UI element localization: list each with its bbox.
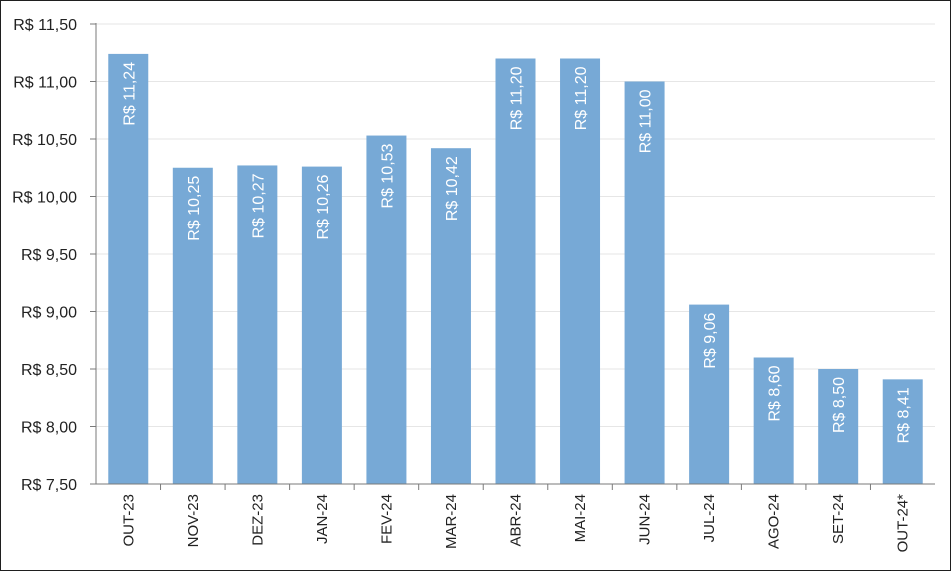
bar <box>689 304 730 484</box>
bar <box>301 166 342 484</box>
x-tick-label: FEV-24 <box>378 494 395 544</box>
bar <box>753 357 794 484</box>
data-label: R$ 10,42 <box>444 156 461 221</box>
data-label: R$ 10,27 <box>250 173 267 238</box>
data-label: R$ 11,00 <box>638 89 655 153</box>
x-tick-label: JAN-24 <box>314 494 331 544</box>
bar <box>882 379 923 484</box>
data-label: R$ 11,24 <box>121 62 138 126</box>
x-tick-label: DEZ-23 <box>249 494 266 546</box>
data-label: R$ 8,50 <box>831 377 848 433</box>
data-label: R$ 11,20 <box>573 66 590 130</box>
x-tick-label: SET-24 <box>830 494 847 544</box>
x-tick-label: NOV-23 <box>185 494 202 547</box>
data-label: R$ 10,25 <box>186 176 203 241</box>
y-tick-label: R$ 11,50 <box>13 17 77 34</box>
data-label: R$ 10,53 <box>379 143 396 208</box>
bar <box>237 165 278 484</box>
bar <box>560 58 601 484</box>
x-tick-label: JUL-24 <box>701 494 718 542</box>
x-tick-label: MAI-24 <box>572 494 589 542</box>
labels: R$ 7,50 R$ 8,00 R$ 8,50 R$ 9,00 R$ 9,50 R$ 10… <box>12 17 913 552</box>
bar <box>172 167 213 484</box>
y-tick-label: R$ 11,00 <box>13 75 77 92</box>
axes <box>90 23 935 490</box>
bar <box>624 81 665 484</box>
bar <box>818 369 859 484</box>
data-label: R$ 8,41 <box>896 387 913 443</box>
x-tick-label: OUT-24* <box>895 494 912 553</box>
y-tick-label: R$ 9,00 <box>21 305 77 322</box>
x-tick-label: ABR-24 <box>508 494 525 547</box>
y-tick-label: R$ 10,50 <box>12 132 77 149</box>
data-label: R$ 10,26 <box>315 174 332 239</box>
x-tick-label: OUT-23 <box>120 494 137 547</box>
x-tick-label: AGO-24 <box>766 494 783 549</box>
bar <box>366 135 407 485</box>
bar <box>430 148 471 484</box>
y-tick-label: R$ 7,50 <box>21 477 77 494</box>
bar <box>495 58 536 484</box>
data-label: R$ 9,06 <box>702 313 719 369</box>
data-label: R$ 11,20 <box>509 66 526 130</box>
y-tick-label: R$ 10,00 <box>12 190 77 207</box>
x-tick-label: MAR-24 <box>443 494 460 549</box>
y-tick-label: R$ 8,50 <box>21 362 77 379</box>
bar <box>108 53 149 485</box>
y-tick-label: R$ 9,50 <box>21 247 77 264</box>
data-label: R$ 8,60 <box>767 365 784 421</box>
y-tick-label: R$ 8,00 <box>21 420 77 437</box>
bars <box>108 53 923 485</box>
x-tick-label: JUN-24 <box>637 494 654 545</box>
